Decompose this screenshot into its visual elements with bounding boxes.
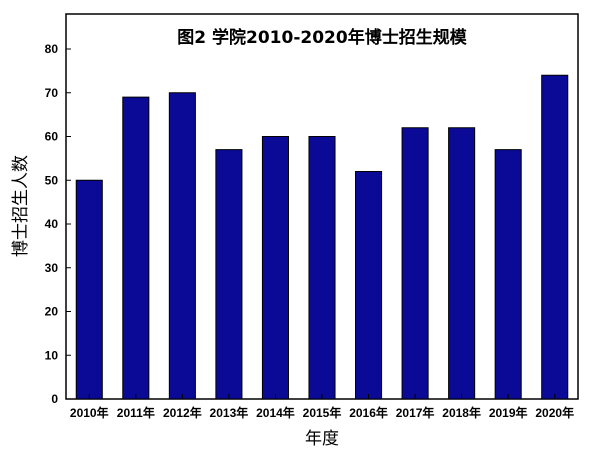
- x-tick-label: 2019年: [489, 405, 528, 420]
- bar: [308, 136, 336, 400]
- x-tick-label: 2018年: [442, 405, 481, 420]
- x-tick-label: 2011年: [117, 405, 155, 420]
- bar: [448, 127, 476, 400]
- y-tick-label: 0: [51, 392, 58, 406]
- y-tick-label: 70: [45, 86, 59, 100]
- bar: [75, 179, 103, 400]
- y-tick-label: 60: [45, 130, 59, 144]
- x-tick-label: 2016年: [349, 405, 388, 420]
- y-tick-label: 10: [45, 348, 59, 362]
- bar: [541, 74, 569, 400]
- y-tick-label: 80: [45, 42, 59, 56]
- bar: [122, 96, 150, 400]
- chart-title: 图2 学院2010-2020年博士招生规模: [177, 27, 467, 48]
- x-axis: 2010年 2011年 2012年 2013年 2014年 2015年 2016年 2017年…: [70, 394, 574, 420]
- x-tick-label: 2020年: [535, 405, 574, 420]
- y-axis: 0 10 20 30 40 50 60 70 80: [45, 42, 71, 406]
- y-axis-title: 博士招生人数: [11, 155, 31, 257]
- bar: [215, 149, 243, 400]
- y-tick-label: 40: [45, 217, 59, 231]
- bar: [261, 136, 289, 400]
- x-axis-title: 年度: [305, 429, 339, 449]
- x-tick-label: 2012年: [163, 405, 202, 420]
- y-tick-label: 50: [45, 173, 59, 187]
- bar: [168, 92, 196, 400]
- x-tick-label: 2010年: [70, 405, 109, 420]
- y-tick-label: 30: [45, 261, 59, 275]
- x-tick-label: 2013年: [210, 405, 249, 420]
- y-tick-label: 20: [45, 305, 59, 319]
- x-tick-label: 2014年: [256, 405, 295, 420]
- x-tick-label: 2017年: [396, 405, 435, 420]
- bar: [494, 149, 522, 400]
- x-tick-label: 2015年: [303, 405, 342, 420]
- bar: [401, 127, 429, 400]
- bar: [355, 171, 383, 400]
